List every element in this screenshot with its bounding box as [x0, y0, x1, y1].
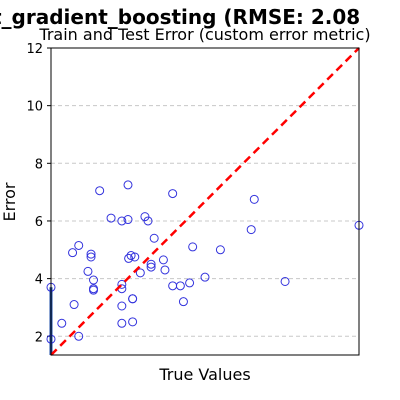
x-axis-label: True Values: [158, 365, 250, 384]
grid-lines: [51, 47, 359, 337]
data-point: [215, 245, 225, 255]
data-point: [74, 240, 84, 250]
y-tick-label: 4: [35, 273, 43, 288]
y-tick-label: 8: [35, 157, 43, 172]
y-axis-label: Error: [0, 182, 19, 221]
data-point: [89, 275, 99, 285]
data-point: [57, 318, 67, 328]
data-point: [86, 252, 96, 262]
data-point: [200, 272, 210, 282]
data-point: [280, 276, 290, 286]
y-ticks: 2 4 6 8 10 12: [26, 42, 51, 345]
data-point: [106, 213, 116, 223]
y-tick-label: 2: [35, 330, 43, 345]
data-point: [130, 252, 140, 262]
data-point: [178, 297, 188, 307]
data-point: [117, 216, 127, 226]
data-point: [175, 281, 185, 291]
data-point: [249, 194, 259, 204]
data-point: [74, 331, 84, 341]
y-tick-label: 12: [26, 42, 43, 57]
data-point: [246, 225, 256, 235]
data-point: [143, 216, 153, 226]
data-point: [168, 281, 178, 291]
data-point: [128, 294, 138, 304]
data-points: [46, 180, 364, 344]
data-point: [160, 265, 170, 275]
chart-subtitle: Train and Test Error (custom error metri…: [38, 25, 370, 44]
data-point: [123, 180, 133, 190]
data-point: [149, 233, 159, 243]
chart-title: t_gradient_boosting (RMSE: 2.08: [0, 5, 360, 29]
y-tick-label: 10: [26, 100, 43, 115]
data-point: [146, 262, 156, 272]
data-point: [117, 318, 127, 328]
data-point: [146, 259, 156, 269]
y-tick-label: 6: [35, 215, 43, 230]
data-point: [95, 186, 105, 196]
data-point: [68, 248, 78, 258]
data-point: [123, 215, 133, 225]
reference-line: [50, 47, 360, 356]
data-point: [124, 253, 134, 263]
data-point: [117, 301, 127, 311]
data-point: [158, 255, 168, 265]
data-point: [69, 300, 79, 310]
plot-frame: [50, 47, 360, 356]
data-point: [135, 268, 145, 278]
data-point: [86, 249, 96, 259]
data-point: [128, 317, 138, 327]
data-point: [117, 279, 127, 289]
data-point: [168, 189, 178, 199]
data-point: [83, 266, 93, 276]
data-point: [185, 278, 195, 288]
data-point: [188, 242, 198, 252]
data-point: [89, 285, 99, 295]
